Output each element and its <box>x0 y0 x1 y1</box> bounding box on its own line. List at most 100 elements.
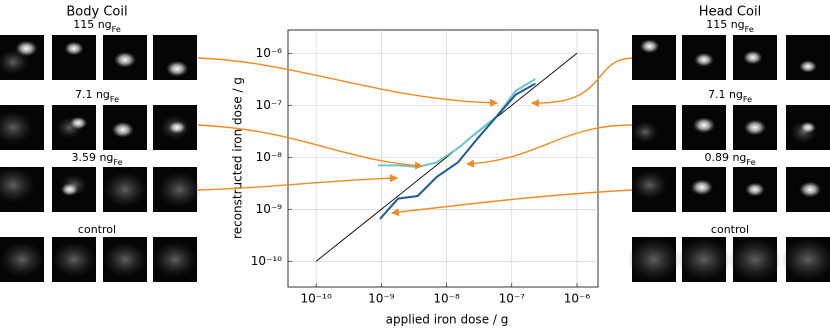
label-text: 115 ng <box>73 18 111 31</box>
thumb-blob <box>693 117 715 134</box>
thumb-blob <box>799 60 817 73</box>
x-axis-label: applied iron dose / g <box>386 313 509 327</box>
thumb-blob <box>114 51 136 68</box>
series-line <box>378 78 536 168</box>
x-tick-label: 10⁻⁹ <box>368 292 395 306</box>
thumbnail <box>103 167 147 212</box>
label-text: 7.1 ng <box>708 88 743 101</box>
thumbnail <box>153 105 197 150</box>
thumbnail <box>733 105 777 150</box>
thumbnail <box>0 167 44 212</box>
row-label: control <box>711 223 749 236</box>
label-text: control <box>711 223 749 236</box>
thumb-blob <box>694 52 714 67</box>
thumb-blob <box>800 121 816 134</box>
thumbnail <box>677 237 731 282</box>
thumb-blob <box>728 237 782 282</box>
thumbnail <box>0 105 44 150</box>
thumb-blob <box>744 119 766 136</box>
y-tick-label: 10⁻⁶ <box>256 46 283 60</box>
thumbnail <box>153 237 197 282</box>
thumb-blob <box>166 60 189 77</box>
thumbnail <box>786 167 830 212</box>
thumb-blob <box>103 241 147 278</box>
thumbnail <box>733 35 777 80</box>
thumbnail <box>627 237 681 282</box>
thumb-blob <box>52 241 96 278</box>
y-axis-label: reconstructed iron dose / g <box>231 77 245 239</box>
plot: 10⁻¹⁰ 10⁻⁹ 10⁻⁸ 10⁻⁷ 10⁻⁶ 10⁻¹⁰ 10⁻⁹ 10⁻⁸ 10⁻⁷ 10… <box>251 30 598 306</box>
label-text: 7.1 ng <box>75 88 110 101</box>
row-label: 3.59 ngFe <box>71 151 122 167</box>
label-subscript: Fe <box>110 95 119 104</box>
arrow <box>466 124 633 168</box>
thumbnail <box>728 237 782 282</box>
arrow <box>531 57 633 108</box>
thumb-blob <box>0 241 44 278</box>
x-tick-label: 10⁻¹⁰ <box>301 292 332 306</box>
label-subscript: Fe <box>112 25 121 34</box>
thumb-blob <box>799 181 822 198</box>
thumb-blob <box>781 237 830 282</box>
label-text: 0.89 ng <box>704 151 746 164</box>
thumb-blob <box>60 183 79 196</box>
y-tick-label: 10⁻¹⁰ <box>251 254 282 268</box>
thumbnail <box>733 167 777 212</box>
thumb-bg <box>786 35 830 80</box>
thumb-blob <box>69 116 88 130</box>
row-label: 7.1 ngFe <box>708 88 752 104</box>
arrow <box>197 174 398 191</box>
thumb-blob <box>168 121 186 134</box>
plot-frame <box>287 29 599 288</box>
thumbnail <box>153 167 202 212</box>
thumbnail <box>103 35 147 80</box>
panel-title: Body Coil <box>66 5 127 20</box>
label-text: 115 ng <box>706 18 744 31</box>
row-label: 115 ngFe <box>73 18 121 34</box>
thumbnail <box>632 35 676 80</box>
thumb-blob <box>743 50 763 65</box>
thumbnail <box>632 105 676 150</box>
x-tick-label: 10⁻⁸ <box>433 292 460 306</box>
arrows <box>197 57 633 217</box>
thumb-blob <box>64 41 84 56</box>
thumb-blob <box>690 179 713 196</box>
row-label: 0.89 ngFe <box>704 151 755 167</box>
label-text: control <box>78 223 116 236</box>
thumbnail <box>0 35 44 80</box>
thumbnail <box>781 237 830 282</box>
thumbnail <box>632 167 676 212</box>
label-subscript: Fe <box>113 158 122 167</box>
thumbnail <box>153 35 197 80</box>
thumbnail <box>682 105 726 150</box>
label-text: 3.59 ng <box>71 151 113 164</box>
panel-title: Head Coil <box>699 5 761 20</box>
y-tick-label: 10⁻⁸ <box>256 150 283 164</box>
arrow <box>197 124 423 170</box>
series-line <box>379 82 536 220</box>
arrow <box>391 189 633 217</box>
thumb-blob <box>111 121 134 138</box>
thumb-blob <box>627 237 681 282</box>
thumbnail <box>786 35 830 80</box>
row-label: 7.1 ngFe <box>75 88 119 104</box>
arrow <box>197 57 498 107</box>
thumbnail <box>0 237 44 282</box>
thumb-blob <box>745 182 765 197</box>
thumbnail <box>682 167 726 212</box>
thumb-blob <box>0 111 33 144</box>
y-tick-label: 10⁻⁷ <box>256 98 283 112</box>
thumbnail <box>52 237 96 282</box>
thumb-blob <box>0 167 36 203</box>
thumb-blob <box>632 121 659 143</box>
label-subscript: Fe <box>745 25 754 34</box>
y-tick-label: 10⁻⁹ <box>256 202 283 216</box>
thumb-blob <box>677 237 731 282</box>
thumb-blob <box>639 39 660 54</box>
series-line <box>315 52 578 262</box>
thumb-blob <box>157 171 202 208</box>
label-subscript: Fe <box>746 158 755 167</box>
row-label: control <box>78 223 116 236</box>
